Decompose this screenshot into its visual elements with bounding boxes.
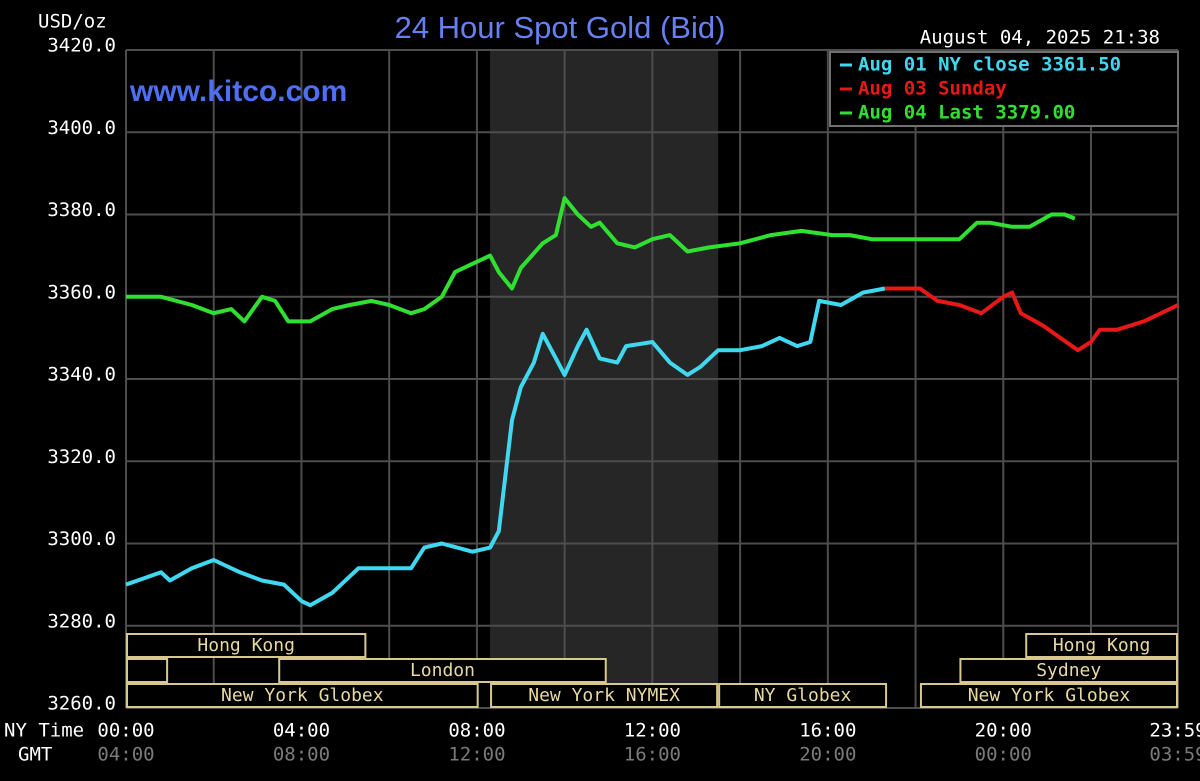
y-tick-label: 3360.0 xyxy=(47,281,116,303)
session-bar xyxy=(126,633,367,658)
x2-tick-label: 03:59 xyxy=(1149,744,1200,766)
y-tick-label: 3380.0 xyxy=(47,199,116,221)
y-tick-label: 3260.0 xyxy=(47,693,116,715)
watermark: www.kitco.com xyxy=(129,75,347,108)
x2-tick-label: 00:00 xyxy=(975,744,1032,766)
session-bar xyxy=(919,683,1179,708)
price-line xyxy=(125,286,886,608)
session-bar xyxy=(126,683,479,708)
x-tick-label: 08:00 xyxy=(448,720,505,742)
price-line xyxy=(884,286,1179,353)
line-layer xyxy=(125,196,1179,608)
x-tick-label: 16:00 xyxy=(799,720,856,742)
session-label: New York Globex xyxy=(968,685,1131,706)
y-tick-label: 3420.0 xyxy=(47,35,116,57)
session-bar xyxy=(490,683,719,708)
session-bar xyxy=(1025,633,1179,658)
x-tick-label: 00:00 xyxy=(97,720,154,742)
x2-tick-label: 12:00 xyxy=(448,744,505,766)
session-label: New York NYMEX xyxy=(528,685,680,706)
x-tick-label: 04:00 xyxy=(273,720,330,742)
chart-title: 24 Hour Spot Gold (Bid) xyxy=(395,10,726,45)
timestamp: August 04, 2025 21:38 xyxy=(920,27,1160,49)
y-tick-label: 3400.0 xyxy=(47,117,116,139)
session-label: Hong Kong xyxy=(197,635,295,656)
session-label: Hong Kong xyxy=(1053,635,1151,656)
y-tick-label: 3280.0 xyxy=(47,610,116,632)
legend-label: Aug 03 Sunday xyxy=(858,78,1007,100)
y-tick-label: 3300.0 xyxy=(47,528,116,550)
x-tick-label: 20:00 xyxy=(975,720,1032,742)
x-axis-label: NY Time xyxy=(4,720,84,742)
session-bar xyxy=(718,683,888,708)
x2-tick-label: 16:00 xyxy=(624,744,681,766)
session-label: London xyxy=(410,660,475,681)
x2-axis-label: GMT xyxy=(18,744,52,766)
session-layer: Hong Kong Hong Kong London Sydney New York G… xyxy=(126,633,1179,708)
session-bar xyxy=(126,658,169,683)
session-label: New York Globex xyxy=(221,685,384,706)
legend-box xyxy=(829,51,1179,127)
x2-tick-label: 04:00 xyxy=(97,744,154,766)
session-label: NY Globex xyxy=(754,685,852,706)
session-label: Sydney xyxy=(1036,660,1101,681)
price-line xyxy=(126,196,1076,324)
x-tick-label: 12:00 xyxy=(624,720,681,742)
y-tick-label: 3320.0 xyxy=(47,446,116,468)
y-tick-label: 3340.0 xyxy=(47,364,116,386)
session-bar xyxy=(959,658,1178,683)
session-bar xyxy=(278,658,607,683)
legend-label: Aug 01 NY close 3361.50 xyxy=(858,54,1121,76)
x2-tick-label: 20:00 xyxy=(799,744,856,766)
legend-label: Aug 04 Last 3379.00 xyxy=(858,102,1075,124)
y-axis-label: USD/oz xyxy=(38,11,107,33)
label-layer: 24 Hour Spot Gold (Bid) USD/oz www.kitco… xyxy=(4,10,1200,765)
x-tick-label: 23:59 xyxy=(1149,720,1200,742)
x2-tick-label: 08:00 xyxy=(273,744,330,766)
grid-layer xyxy=(125,49,1179,709)
